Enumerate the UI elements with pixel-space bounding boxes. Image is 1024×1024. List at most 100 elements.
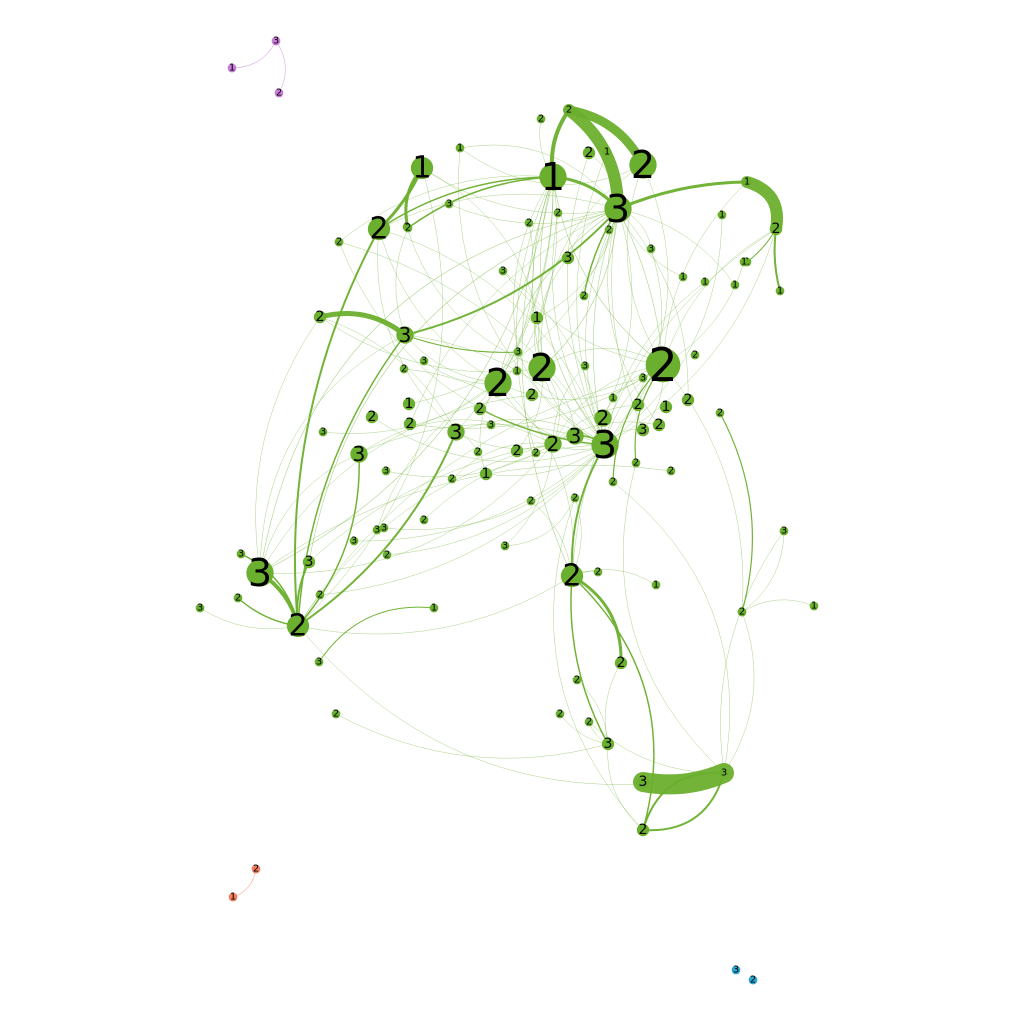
node-g92[interactable]: 2: [614, 655, 628, 671]
node-g6[interactable]: 3: [444, 199, 454, 210]
node-g104[interactable]: 2: [584, 717, 594, 728]
node-g3[interactable]: 1: [455, 143, 465, 154]
node-g44[interactable]: 1: [402, 396, 416, 412]
node-g98[interactable]: 1: [429, 603, 439, 614]
node-g75[interactable]: 2: [560, 559, 584, 594]
node-g43[interactable]: 2: [579, 291, 589, 302]
node-g21[interactable]: 3: [561, 250, 575, 266]
node-g80[interactable]: 3: [302, 554, 316, 570]
node-g93[interactable]: 2: [526, 496, 536, 507]
node-g86[interactable]: 2: [419, 515, 429, 526]
node-g31[interactable]: 1: [530, 310, 544, 326]
node-g36[interactable]: 3: [513, 347, 523, 358]
node-g88[interactable]: 2: [233, 593, 243, 604]
node-g72[interactable]: 2: [666, 466, 676, 477]
node-g59[interactable]: 3: [318, 427, 328, 438]
node-g89[interactable]: 2: [315, 590, 325, 601]
node-g51[interactable]: 1: [659, 399, 673, 415]
node-g46[interactable]: 2: [403, 416, 417, 432]
node-g69[interactable]: 2: [608, 477, 618, 488]
node-p1[interactable]: 1: [227, 63, 237, 74]
node-g96[interactable]: 2: [737, 607, 747, 618]
node-g7[interactable]: 2: [334, 237, 344, 248]
node-p3[interactable]: 3: [271, 36, 281, 47]
node-g85[interactable]: 3: [636, 422, 650, 438]
node-g24[interactable]: 1: [678, 272, 688, 283]
node-g48[interactable]: 3: [486, 420, 496, 431]
node-c2[interactable]: 2: [748, 975, 758, 986]
node-g107[interactable]: 2: [636, 822, 650, 838]
node-g67[interactable]: 3: [566, 424, 584, 448]
node-g39[interactable]: 2: [645, 338, 681, 392]
node-g49[interactable]: 2: [473, 401, 487, 417]
node-g74[interactable]: 2: [447, 474, 457, 485]
node-g28[interactable]: 2: [313, 309, 327, 325]
node-g97[interactable]: 1: [809, 601, 819, 612]
node-g83[interactable]: 3: [379, 523, 389, 534]
node-g103[interactable]: 3: [636, 774, 650, 790]
node-g16[interactable]: 1: [717, 210, 727, 221]
node-g13[interactable]: 3: [604, 187, 632, 231]
node-g41[interactable]: 1: [512, 366, 522, 377]
node-g70[interactable]: 2: [652, 417, 666, 433]
node-g77[interactable]: 2: [593, 567, 603, 578]
node-g40[interactable]: 3: [580, 361, 590, 372]
node-g53[interactable]: 1: [608, 393, 618, 404]
node-g11[interactable]: 1: [602, 147, 612, 158]
node-g99[interactable]: 3: [314, 657, 324, 668]
node-g55[interactable]: 2: [715, 408, 725, 419]
node-g100[interactable]: 2: [331, 709, 341, 720]
node-g108[interactable]: 2: [570, 493, 580, 504]
node-g15[interactable]: 2: [564, 105, 574, 116]
node-g10[interactable]: 2: [582, 145, 596, 161]
node-g62[interactable]: 2: [473, 447, 483, 458]
node-g52[interactable]: 2: [631, 397, 645, 413]
node-g17[interactable]: 1: [742, 177, 752, 188]
node-g54[interactable]: 2: [681, 392, 695, 408]
node-g65[interactable]: 3: [350, 442, 368, 466]
node-g25[interactable]: 1: [700, 277, 710, 288]
node-g81[interactable]: 3: [236, 549, 246, 560]
node-p2[interactable]: 2: [274, 88, 284, 99]
node-g66[interactable]: 3: [246, 551, 274, 595]
node-g2[interactable]: 2: [367, 212, 391, 247]
node-g82[interactable]: 2: [382, 550, 392, 561]
node-g37[interactable]: 2: [484, 361, 512, 405]
node-c3[interactable]: 3: [731, 965, 741, 976]
node-g91[interactable]: 3: [195, 603, 205, 614]
node-g1[interactable]: 1: [410, 151, 434, 186]
node-g106[interactable]: 3: [601, 736, 615, 752]
node-g18[interactable]: 2: [769, 221, 783, 237]
node-g12[interactable]: 2: [629, 143, 657, 187]
node-g57[interactable]: 3: [447, 420, 465, 444]
node-g32[interactable]: 1: [775, 286, 785, 297]
node-g33[interactable]: 3: [396, 323, 414, 347]
node-g19[interactable]: 3: [646, 244, 656, 255]
node-g45[interactable]: 2: [365, 409, 379, 425]
node-g34[interactable]: 3: [419, 356, 429, 367]
node-g71[interactable]: 2: [631, 458, 641, 469]
node-g105[interactable]: 3: [719, 768, 729, 779]
node-g38[interactable]: 2: [528, 346, 556, 390]
node-g29[interactable]: 2: [553, 208, 563, 219]
node-g90[interactable]: 2: [544, 432, 562, 456]
node-g78[interactable]: 3: [372, 525, 382, 536]
node-g35[interactable]: 2: [399, 364, 409, 375]
node-g101[interactable]: 2: [572, 675, 582, 686]
node-g102[interactable]: 2: [555, 709, 565, 720]
node-g8[interactable]: 2: [403, 223, 413, 234]
node-g22[interactable]: 3: [498, 266, 508, 277]
node-g87[interactable]: 3: [500, 541, 510, 552]
node-g64[interactable]: 2: [286, 609, 310, 644]
node-g26[interactable]: 1: [730, 280, 740, 291]
node-g42[interactable]: 2: [690, 350, 700, 361]
node-g63[interactable]: 2: [531, 448, 541, 459]
node-g14[interactable]: 2: [536, 114, 546, 125]
node-g79[interactable]: 3: [349, 536, 359, 547]
node-g27[interactable]: 1: [739, 257, 749, 268]
node-g30[interactable]: 2: [524, 218, 534, 229]
node-g68[interactable]: 3: [381, 466, 391, 477]
node-g84[interactable]: 3: [591, 423, 619, 467]
node-o2[interactable]: 2: [251, 864, 261, 875]
node-g58[interactable]: 3: [638, 373, 648, 384]
